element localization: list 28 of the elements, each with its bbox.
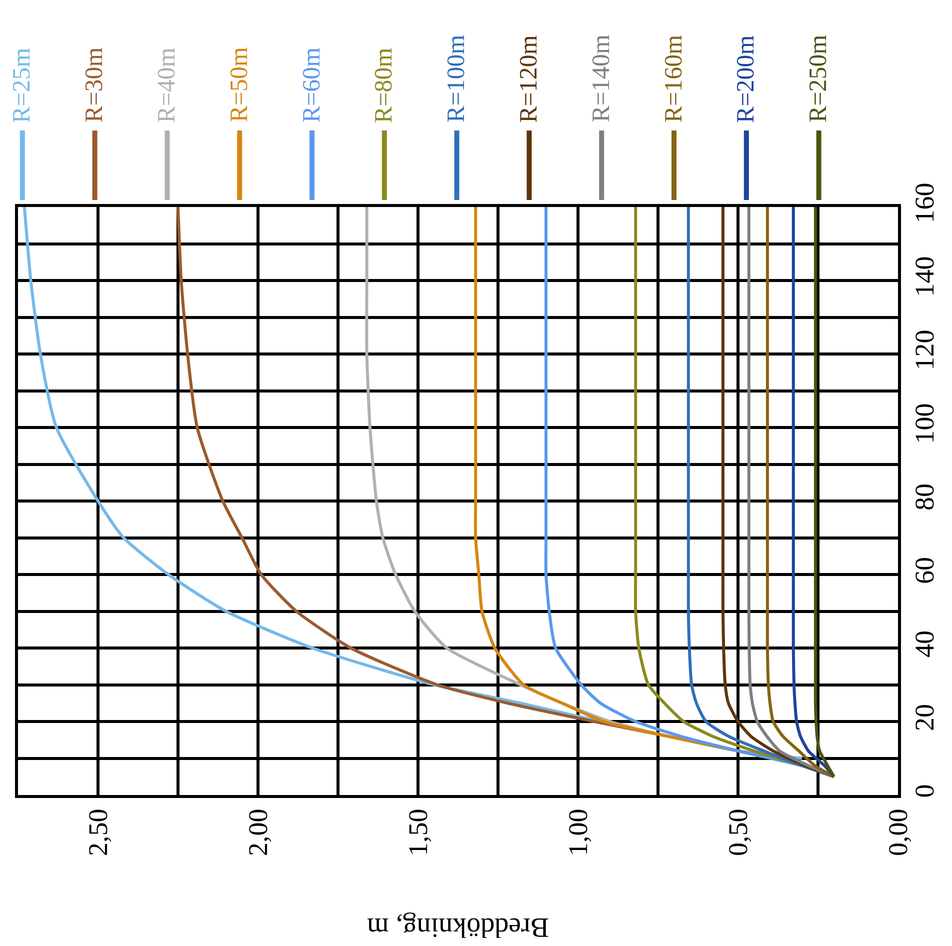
x-axis-title: Breddökning, m [366,912,549,943]
x-tick-label: 1,00 [562,808,593,856]
x-tick-label: 0,50 [722,808,753,856]
y-tick-label: 20 [909,704,940,731]
x-tick-label: 2,50 [82,808,113,856]
x-tick-label: 2,00 [242,808,273,856]
y-tick-label: 0 [909,784,940,798]
text: R=60m [298,46,326,123]
y-tick-label: 40 [909,630,940,658]
text: R=80m [370,47,398,124]
text: R=25m [8,47,36,124]
x-tick-label: 0,00 [882,808,913,856]
y-tick-label: 80 [909,483,940,510]
y-tick-label: 100 [909,403,940,444]
text: R=200m [732,34,760,124]
y-tick-label: 160 [909,182,940,224]
text: R=100m [443,34,470,122]
text: R=250m [805,34,832,122]
y-tick-label: 140 [909,256,940,297]
text: R=160m [660,34,688,123]
text: R=140m [588,34,615,122]
text: R=120m [516,34,543,123]
text: R=40m [154,47,181,123]
text: R=30m [81,46,108,122]
y-tick-label: 120 [909,330,940,370]
x-tick-label: 1,50 [402,808,433,856]
text: R=50m [226,46,253,122]
y-tick-label: 60 [909,556,940,584]
